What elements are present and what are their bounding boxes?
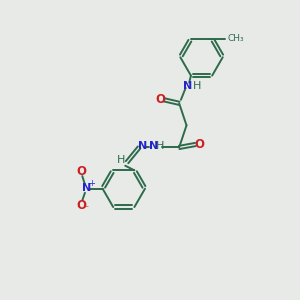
Text: N: N	[183, 81, 192, 91]
Text: CH₃: CH₃	[227, 34, 244, 43]
Text: O: O	[76, 199, 86, 212]
Text: N: N	[82, 183, 91, 193]
Text: +: +	[88, 179, 94, 188]
Text: N: N	[148, 141, 158, 151]
Text: O: O	[155, 93, 165, 106]
Text: ⁻: ⁻	[84, 204, 89, 214]
Text: H: H	[193, 81, 201, 91]
Text: O: O	[194, 138, 205, 151]
Text: O: O	[76, 164, 86, 178]
Text: H: H	[156, 141, 164, 151]
Text: H: H	[117, 155, 125, 165]
Text: N: N	[138, 141, 147, 151]
